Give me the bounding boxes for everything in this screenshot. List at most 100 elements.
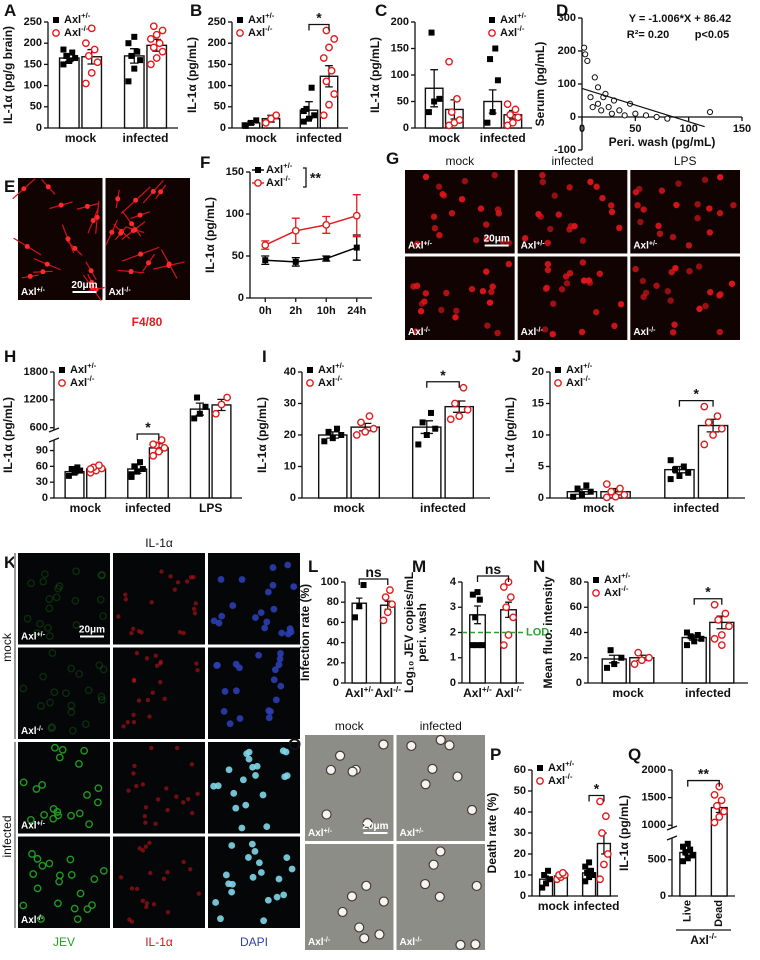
data-point xyxy=(447,108,456,117)
cell xyxy=(453,307,460,314)
cell xyxy=(94,214,100,220)
cell xyxy=(147,714,152,719)
cell xyxy=(67,708,76,716)
panel-letter: F xyxy=(200,153,210,172)
data-point xyxy=(357,418,365,427)
cell xyxy=(37,915,45,923)
data-point xyxy=(667,457,674,464)
data-point xyxy=(645,653,653,662)
label-base: Axl xyxy=(566,377,583,389)
label-base: Axl xyxy=(495,686,514,700)
cell xyxy=(19,684,28,693)
micrograph-tile xyxy=(113,836,205,928)
cell xyxy=(50,688,59,697)
data-point xyxy=(504,631,513,639)
legend-marker xyxy=(593,577,599,583)
micrograph-tile xyxy=(113,553,205,645)
data-point xyxy=(684,629,690,636)
cell xyxy=(185,579,190,584)
y-axis-label: IL-1α (pg/mL) xyxy=(503,397,517,473)
cell xyxy=(272,666,279,674)
label-base: Axl xyxy=(266,164,283,176)
data-point xyxy=(605,104,612,111)
data-point xyxy=(667,476,674,483)
panel-letter: B xyxy=(190,1,202,20)
cell xyxy=(195,667,200,673)
cell xyxy=(123,592,128,597)
cell xyxy=(278,629,286,637)
x-tick-label: mock xyxy=(70,501,102,515)
cell xyxy=(162,696,167,702)
label-base: Axl xyxy=(408,327,424,338)
x-tick-label: infected xyxy=(480,131,526,145)
data-point xyxy=(330,35,339,43)
data-point xyxy=(81,39,90,48)
cell xyxy=(440,192,448,199)
cell xyxy=(33,884,42,893)
cell xyxy=(471,880,482,892)
y-tick-label: 20 xyxy=(514,848,526,860)
cell xyxy=(378,896,389,907)
y-tick-label: 2 xyxy=(450,626,456,638)
cell xyxy=(75,759,83,768)
label-base: Axl xyxy=(690,933,709,947)
data-point xyxy=(330,90,339,98)
label-base: Axl xyxy=(266,177,283,189)
cell xyxy=(158,661,163,666)
cell xyxy=(543,284,551,292)
label-sup: -/- xyxy=(517,24,525,33)
cell xyxy=(362,818,373,829)
y-tick-label: 200 xyxy=(558,45,576,57)
data-point xyxy=(499,641,508,650)
tile-label: Axl+/- xyxy=(308,828,333,840)
annotation: p<0.05 xyxy=(695,29,730,41)
data-point xyxy=(600,860,608,869)
label-sup: -/- xyxy=(393,684,401,694)
cell xyxy=(191,575,196,580)
cell xyxy=(346,891,358,902)
cell xyxy=(435,846,446,857)
legend-marker xyxy=(237,17,243,23)
data-point xyxy=(487,56,494,63)
legend-label: Axl-/- xyxy=(64,24,89,39)
legend-marker xyxy=(306,379,314,387)
data-point xyxy=(630,660,639,668)
data-point xyxy=(687,846,694,853)
data-point xyxy=(152,30,161,39)
tile-label: Axl-/- xyxy=(109,287,132,299)
cell xyxy=(94,798,102,807)
data-point xyxy=(680,858,687,865)
data-point xyxy=(596,797,604,806)
cell xyxy=(144,901,150,906)
data-point xyxy=(223,393,232,402)
data-point xyxy=(360,582,367,589)
cell xyxy=(406,740,417,752)
cell xyxy=(579,237,587,244)
cell xyxy=(149,745,154,751)
cell xyxy=(544,266,552,274)
cell xyxy=(452,314,459,321)
legend-label: Axl+/- xyxy=(566,361,593,376)
cell xyxy=(544,239,551,247)
cell xyxy=(544,260,552,268)
data-point xyxy=(459,383,468,392)
data-point xyxy=(351,614,358,621)
x-tick-label: infected xyxy=(573,899,619,913)
y-tick-label: 90 xyxy=(36,444,48,456)
data-point xyxy=(95,461,103,470)
cell xyxy=(153,653,158,658)
cell xyxy=(54,899,62,908)
cell xyxy=(716,328,724,336)
label-base: Axl xyxy=(248,14,265,26)
cell xyxy=(436,231,443,239)
bar xyxy=(317,434,348,499)
cell xyxy=(417,308,425,315)
significance-bracket xyxy=(426,381,460,388)
cell xyxy=(146,260,152,266)
label-base: Axl xyxy=(521,327,537,338)
data-point xyxy=(253,117,260,124)
x-tick-label: 2h xyxy=(289,305,302,317)
data-point xyxy=(611,661,618,668)
label-base: Axl xyxy=(633,241,649,252)
cell xyxy=(84,203,90,209)
